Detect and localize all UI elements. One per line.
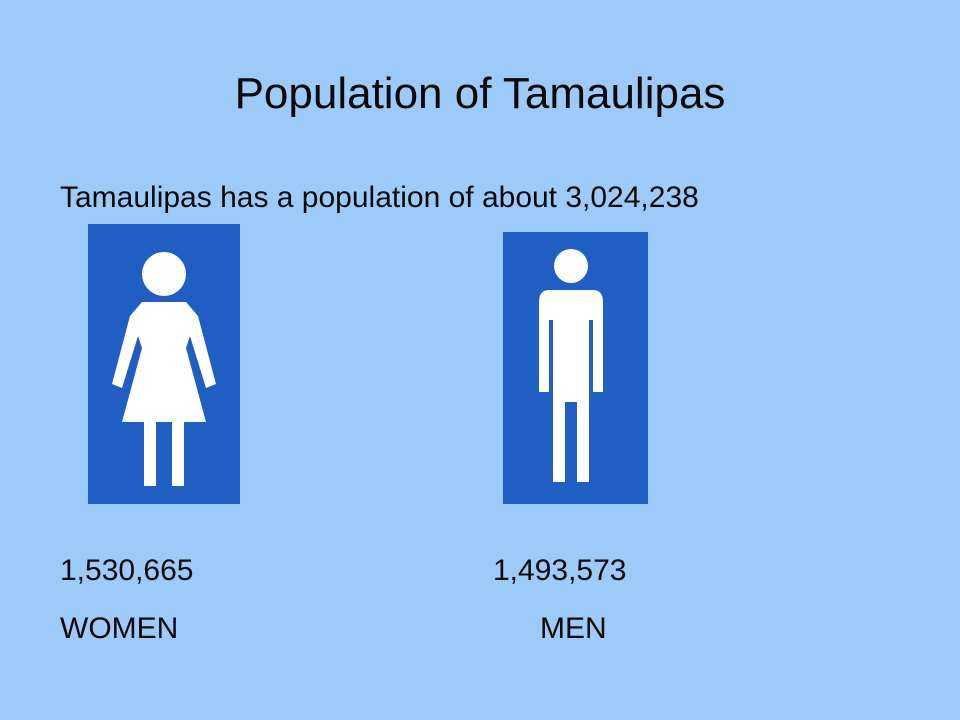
women-icon (88, 224, 240, 504)
women-count: 1,530,665 (60, 554, 194, 587)
body-text: Tamaulipas has a population of about 3,0… (60, 181, 699, 214)
men-icon (503, 232, 648, 504)
slide-title: Population of Tamaulipas (234, 69, 726, 118)
men-count: 1,493,573 (493, 554, 627, 587)
women-label: WOMEN (60, 612, 179, 645)
men-label: MEN (540, 612, 607, 645)
